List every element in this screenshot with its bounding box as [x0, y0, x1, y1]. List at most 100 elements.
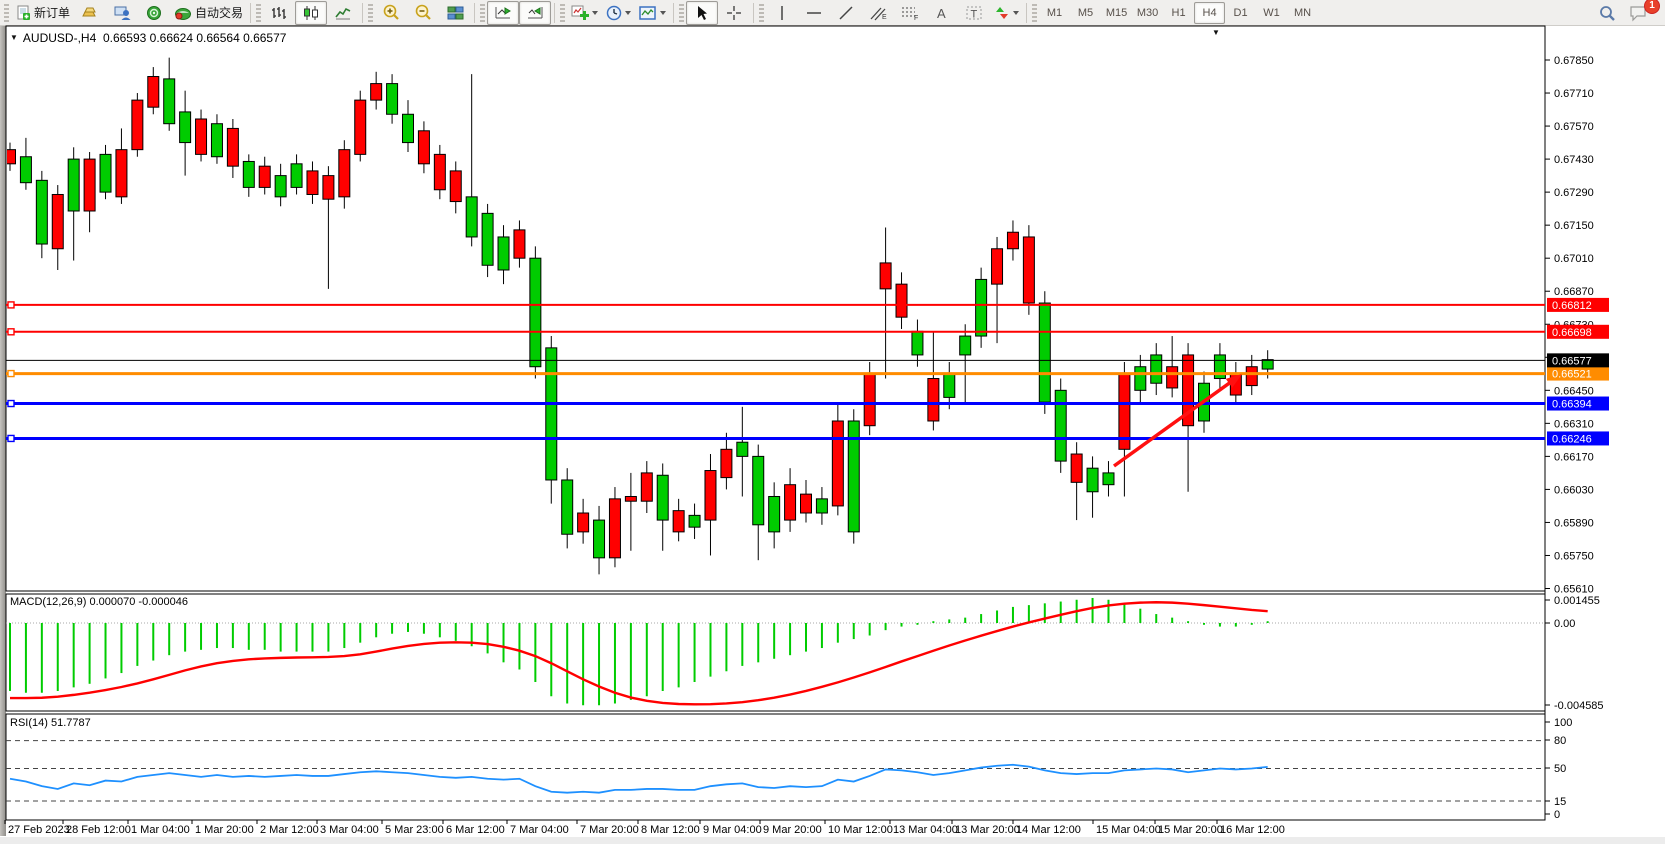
- market-watch-button[interactable]: [74, 1, 106, 25]
- line-chart-button[interactable]: [327, 1, 359, 25]
- line-anchor-handle[interactable]: [7, 301, 15, 309]
- chevron-down-icon[interactable]: [660, 10, 667, 15]
- timeframe-m5-button[interactable]: M5: [1077, 6, 1094, 19]
- horizontal-line-button[interactable]: [798, 1, 830, 25]
- navigator-button[interactable]: [138, 1, 170, 25]
- notifications-button[interactable]: 1: [1623, 0, 1660, 25]
- auto-trading-button[interactable]: 自动交易: [170, 1, 247, 25]
- time-axis-label: 13 Mar 04:00: [893, 824, 958, 836]
- trend-arrow-annotation[interactable]: [1112, 377, 1237, 468]
- rsi-indicator-label: RSI(14) 51.7787: [10, 717, 91, 729]
- window-marker-icon[interactable]: ▼: [1212, 28, 1220, 37]
- chart-shift-button[interactable]: [519, 0, 552, 25]
- time-axis-label: 15 Mar 20:00: [1158, 824, 1223, 836]
- chevron-down-icon[interactable]: [592, 10, 599, 15]
- new-order-button-label: 新订单: [34, 6, 71, 20]
- auto-scroll-button[interactable]: [487, 0, 520, 25]
- channel-button[interactable]: E: [862, 1, 894, 25]
- search-icon: [1598, 4, 1616, 22]
- candle: [847, 420, 860, 533]
- candle-chart-button[interactable]: [295, 0, 328, 25]
- candle: [895, 283, 908, 318]
- candle: [354, 99, 367, 155]
- time-axis-label: 7 Mar 04:00: [510, 824, 569, 836]
- trend-arrow-head[interactable]: [1225, 374, 1242, 388]
- line-chart-icon: [334, 5, 352, 21]
- clock-icon: [606, 5, 622, 21]
- price-tag-label: 0.66246: [1552, 433, 1592, 445]
- line-anchor-handle[interactable]: [7, 328, 15, 336]
- candle: [290, 163, 303, 188]
- candle: [258, 165, 271, 188]
- rsi-pane[interactable]: [5, 713, 1546, 821]
- candle: [1102, 472, 1115, 486]
- timeframe-d1-button[interactable]: D1: [1233, 6, 1248, 19]
- candle: [529, 257, 542, 368]
- rsi-axis-label: 100: [1554, 717, 1572, 729]
- data-window-button[interactable]: [106, 1, 138, 25]
- time-axis-label: 9 Mar 04:00: [703, 824, 762, 836]
- timeframe-mn-button[interactable]: MN: [1293, 6, 1312, 19]
- candle: [131, 99, 144, 151]
- zoom-in-button[interactable]: [375, 1, 407, 25]
- price-tick-label: 0.65890: [1554, 517, 1594, 529]
- shapes-button[interactable]: [990, 1, 1023, 25]
- chevron-down-icon[interactable]: [625, 10, 632, 15]
- timeframe-w1-button[interactable]: W1: [1263, 6, 1280, 19]
- chart-shift-icon: [526, 5, 544, 21]
- cursor-button[interactable]: [686, 0, 719, 25]
- rsi-line: [9, 763, 1268, 794]
- price-tick-label: 0.66870: [1554, 286, 1594, 298]
- price-tag: [1547, 297, 1609, 312]
- time-axis-label: 6 Mar 12:00: [446, 824, 505, 836]
- line-anchor-handle[interactable]: [7, 369, 15, 378]
- indicators-button[interactable]: [567, 1, 602, 25]
- trendline-button[interactable]: [830, 1, 862, 25]
- time-axis-label: 16 Mar 12:00: [1220, 824, 1285, 836]
- candle: [465, 196, 478, 238]
- candle: [99, 153, 112, 193]
- candle: [943, 373, 956, 398]
- new-order-icon: [15, 5, 31, 21]
- zoom-out-button[interactable]: [407, 1, 439, 25]
- chart-collapse-icon[interactable]: ▼: [10, 33, 18, 42]
- svg-text:E: E: [882, 14, 887, 21]
- timeframe-h4-button[interactable]: H4: [1194, 1, 1226, 24]
- timeframe-h1-button[interactable]: H1: [1171, 6, 1186, 19]
- vertical-line-button[interactable]: [766, 1, 798, 25]
- templates-button[interactable]: [635, 1, 670, 25]
- toolbar-separator: [753, 2, 755, 23]
- line-anchor-handle[interactable]: [7, 434, 15, 443]
- fibonacci-button[interactable]: F: [894, 1, 926, 25]
- svg-text:A: A: [937, 6, 946, 21]
- candle: [1182, 354, 1195, 427]
- crosshair-button[interactable]: [718, 1, 750, 25]
- rsi-axis-label: 15: [1554, 796, 1566, 808]
- search-button[interactable]: [1591, 1, 1623, 25]
- macd-signal-line: [10, 601, 1268, 706]
- label-button[interactable]: T: [958, 1, 990, 25]
- bar-chart-button[interactable]: [263, 1, 295, 25]
- template-icon: [639, 5, 657, 21]
- candle: [306, 170, 319, 195]
- tile-windows-button[interactable]: [439, 1, 471, 25]
- new-order-button[interactable]: 新订单: [11, 1, 74, 25]
- chevron-down-icon[interactable]: [1013, 10, 1020, 15]
- candle: [449, 170, 462, 203]
- chart-symbol-period: AUDUSD-,H4: [22, 31, 97, 45]
- candle: [991, 248, 1004, 285]
- navigator-icon: [146, 5, 162, 21]
- price-tick-label: 0.66170: [1554, 451, 1594, 463]
- timeframe-m30-button[interactable]: M30: [1136, 6, 1159, 19]
- timeframe-m1-button[interactable]: M1: [1046, 6, 1063, 19]
- candle: [704, 470, 717, 521]
- timeframe-m15-button[interactable]: M15: [1105, 6, 1128, 19]
- periods-button[interactable]: [602, 1, 635, 25]
- candle: [1166, 366, 1179, 389]
- text-button[interactable]: A: [926, 1, 958, 25]
- candle: [195, 118, 208, 155]
- candle: [975, 278, 988, 337]
- line-anchor-handle[interactable]: [7, 399, 15, 408]
- macd-pane[interactable]: [5, 593, 1546, 712]
